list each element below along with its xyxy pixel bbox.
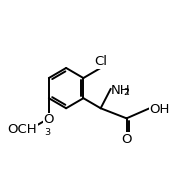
Text: NH: NH xyxy=(111,84,130,97)
Text: O: O xyxy=(121,133,132,146)
Text: 3: 3 xyxy=(44,128,50,137)
Text: Cl: Cl xyxy=(94,55,107,68)
Text: OCH: OCH xyxy=(8,123,37,136)
Text: OH: OH xyxy=(150,103,170,116)
Text: 2: 2 xyxy=(123,89,129,97)
Text: O: O xyxy=(44,113,54,126)
